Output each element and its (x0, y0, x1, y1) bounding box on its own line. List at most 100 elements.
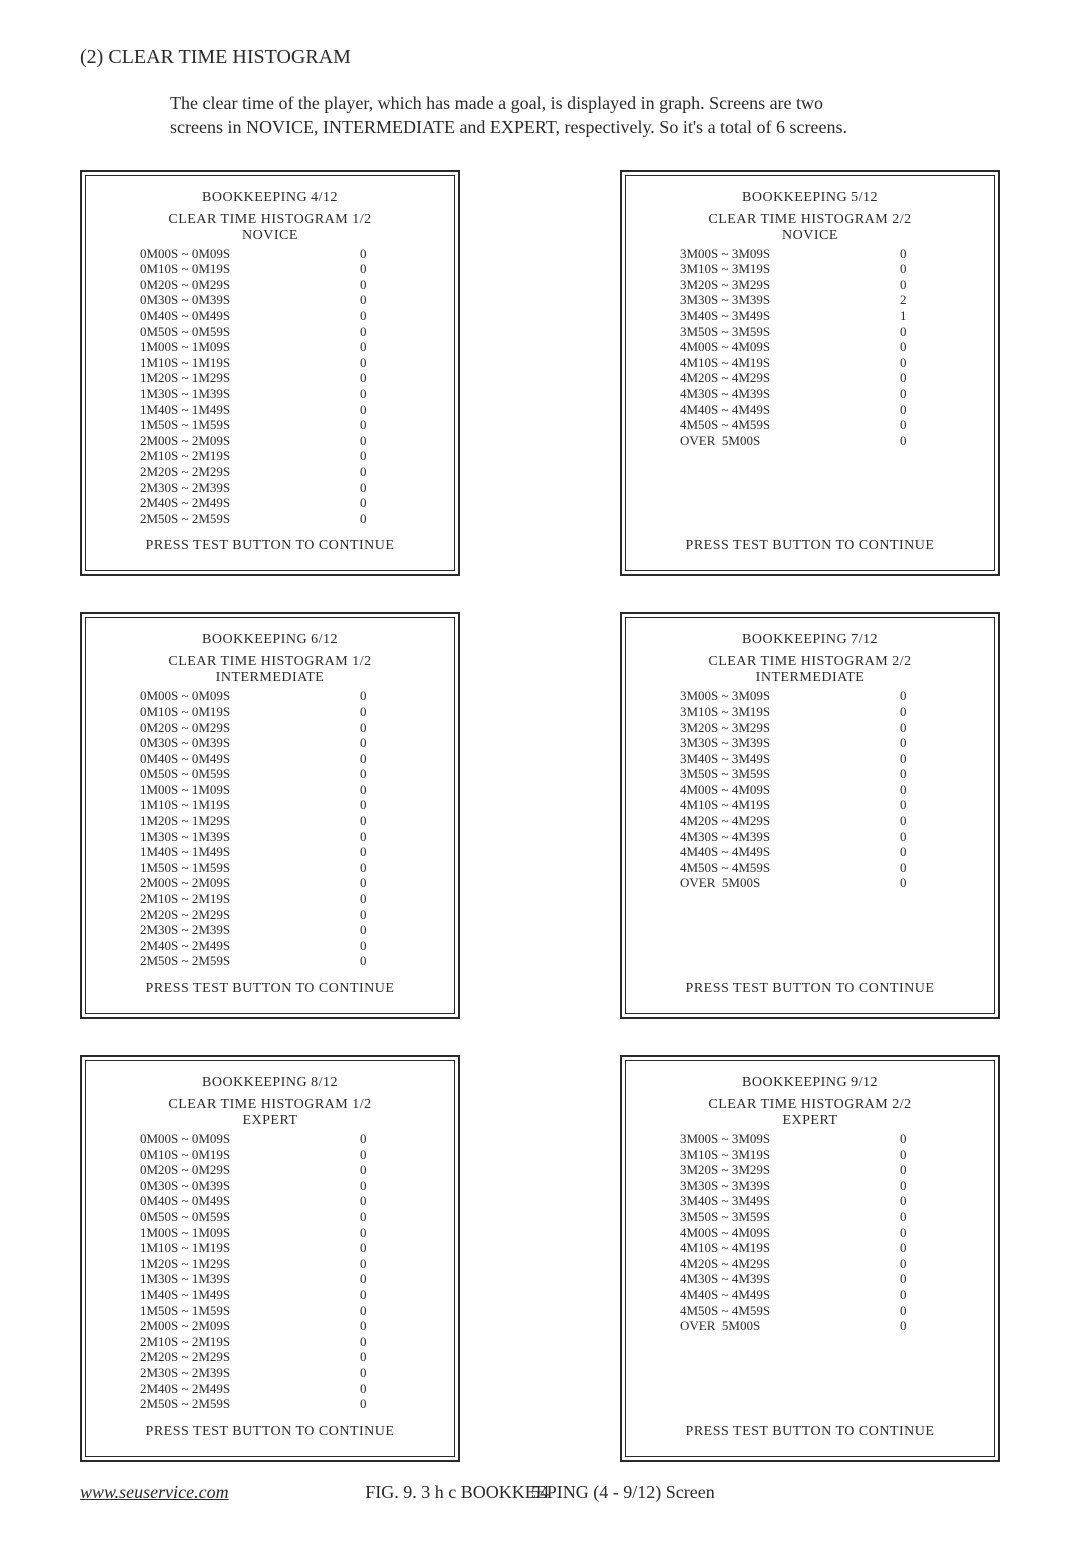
histogram-range: 2M30S ~ 2M39S (140, 480, 320, 496)
histogram-range: 2M20S ~ 2M29S (140, 1349, 320, 1365)
panel-title: BOOKKEEPING 5/12 (644, 190, 976, 206)
histogram-row: 3M10S ~ 3M19S0 (680, 261, 940, 277)
histogram-row: 3M10S ~ 3M19S0 (680, 704, 940, 720)
histogram-value: 0 (332, 355, 400, 371)
histogram-value: 0 (332, 813, 400, 829)
panel-bookkeeping-6: BOOKKEEPING 6/12CLEAR TIME HISTOGRAM 1/2… (80, 612, 460, 1019)
histogram-rows: 0M00S ~ 0M09S00M10S ~ 0M19S00M20S ~ 0M29… (140, 1131, 400, 1412)
histogram-row: 2M50S ~ 2M59S0 (140, 1396, 400, 1412)
histogram-rows: 3M00S ~ 3M09S03M10S ~ 3M19S03M20S ~ 3M29… (680, 1131, 940, 1334)
histogram-value: 0 (872, 860, 940, 876)
histogram-range: 0M20S ~ 0M29S (140, 1162, 320, 1178)
histogram-range: 2M50S ~ 2M59S (140, 1396, 320, 1412)
histogram-value: 0 (872, 1147, 940, 1163)
panel-subtitle: CLEAR TIME HISTOGRAM 1/2 (104, 212, 436, 228)
histogram-row: 2M10S ~ 2M19S0 (140, 891, 400, 907)
histogram-row: 0M20S ~ 0M29S0 (140, 277, 400, 293)
histogram-row: 2M10S ~ 2M19S0 (140, 1334, 400, 1350)
histogram-row: 0M30S ~ 0M39S0 (140, 735, 400, 751)
panel-continue-text: PRESS TEST BUTTON TO CONTINUE (104, 981, 436, 997)
histogram-value: 0 (872, 433, 940, 449)
histogram-value: 0 (872, 797, 940, 813)
histogram-row: 0M10S ~ 0M19S0 (140, 1147, 400, 1163)
histogram-row: 4M40S ~ 4M49S0 (680, 1287, 940, 1303)
histogram-range: 3M50S ~ 3M59S (680, 766, 860, 782)
histogram-range: 1M10S ~ 1M19S (140, 355, 320, 371)
histogram-row: 1M30S ~ 1M39S0 (140, 386, 400, 402)
histogram-row: 4M50S ~ 4M59S0 (680, 1303, 940, 1319)
histogram-value: 0 (332, 261, 400, 277)
histogram-rows: 3M00S ~ 3M09S03M10S ~ 3M19S03M20S ~ 3M29… (680, 246, 940, 449)
histogram-range: 3M00S ~ 3M09S (680, 246, 860, 262)
histogram-row: 2M40S ~ 2M49S0 (140, 495, 400, 511)
histogram-value: 0 (872, 829, 940, 845)
histogram-value: 0 (872, 704, 940, 720)
panel-level: INTERMEDIATE (644, 670, 976, 686)
histogram-range: 2M30S ~ 2M39S (140, 922, 320, 938)
histogram-row: 4M00S ~ 4M09S0 (680, 782, 940, 798)
histogram-row: 3M50S ~ 3M59S 0 (680, 766, 940, 782)
histogram-range: 4M10S ~ 4M19S (680, 355, 860, 371)
histogram-value: 0 (872, 277, 940, 293)
histogram-range: 1M00S ~ 1M09S (140, 339, 320, 355)
histogram-row: 2M00S ~ 2M09S0 (140, 433, 400, 449)
histogram-value: 0 (332, 1271, 400, 1287)
histogram-value: 0 (332, 688, 400, 704)
histogram-range: 2M40S ~ 2M49S (140, 938, 320, 954)
histogram-value: 0 (872, 370, 940, 386)
panel-title: BOOKKEEPING 8/12 (104, 1075, 436, 1091)
histogram-value: 0 (872, 813, 940, 829)
panel-title: BOOKKEEPING 4/12 (104, 190, 436, 206)
histogram-value: 0 (872, 402, 940, 418)
histogram-row: 1M40S ~ 1M49S0 (140, 1287, 400, 1303)
panel-level: NOVICE (104, 228, 436, 244)
histogram-range: 1M10S ~ 1M19S (140, 1240, 320, 1256)
histogram-row: 3M20S ~ 3M29S0 (680, 1162, 940, 1178)
histogram-row: 0M30S ~ 0M39S0 (140, 1178, 400, 1194)
histogram-row: 3M50S ~ 3M59S0 (680, 1209, 940, 1225)
intro-text: The clear time of the player, which has … (170, 91, 1000, 140)
histogram-row: 2M40S ~ 2M49S0 (140, 1381, 400, 1397)
histogram-range: 0M50S ~ 0M59S (140, 324, 320, 340)
histogram-range: 0M20S ~ 0M29S (140, 277, 320, 293)
histogram-row: 1M00S ~ 1M09S0 (140, 782, 400, 798)
histogram-row: 2M40S ~ 2M49S 0 (140, 938, 400, 954)
histogram-range: 1M50S ~ 1M59S (140, 417, 320, 433)
histogram-value: 0 (872, 386, 940, 402)
histogram-range: 1M00S ~ 1M09S (140, 782, 320, 798)
histogram-row: 0M00S ~ 0M09S0 (140, 246, 400, 262)
histogram-value: 0 (872, 1131, 940, 1147)
histogram-value: 0 (332, 1318, 400, 1334)
histogram-range: 0M40S ~ 0M49S (140, 308, 320, 324)
histogram-rows: 3M00S ~ 3M09S03M10S ~ 3M19S03M20S ~ 3M29… (680, 688, 940, 891)
histogram-value: 0 (872, 766, 940, 782)
histogram-value: 0 (332, 1349, 400, 1365)
histogram-row: 3M20S ~ 3M29S0 (680, 277, 940, 293)
histogram-value: 0 (332, 751, 400, 767)
histogram-range: 3M00S ~ 3M09S (680, 688, 860, 704)
histogram-row: 2M30S ~ 2M39S0 (140, 922, 400, 938)
histogram-value: 0 (332, 292, 400, 308)
panel-bookkeeping-8: BOOKKEEPING 8/12CLEAR TIME HISTOGRAM 1/2… (80, 1055, 460, 1462)
histogram-range: 4M40S ~ 4M49S (680, 1287, 860, 1303)
histogram-value: 0 (332, 433, 400, 449)
histogram-value: 0 (872, 1240, 940, 1256)
histogram-value: 0 (332, 735, 400, 751)
page: (2) CLEAR TIME HISTOGRAM The clear time … (0, 0, 1080, 1543)
histogram-range: 1M40S ~ 1M49S (140, 844, 320, 860)
histogram-row: 2M50S ~ 2M59S0 (140, 511, 400, 527)
histogram-value: 0 (332, 370, 400, 386)
histogram-row: 1M00S ~ 1M09S0 (140, 1225, 400, 1241)
histogram-row: 2M20S ~ 2M29S 0 (140, 1349, 400, 1365)
histogram-row: 2M30S ~ 2M39S0 (140, 480, 400, 496)
histogram-range: 4M00S ~ 4M09S (680, 1225, 860, 1241)
panel-continue-text: PRESS TEST BUTTON TO CONTINUE (644, 538, 976, 554)
histogram-value: 0 (332, 1162, 400, 1178)
histogram-row: 0M20S ~ 0M29S 0 (140, 1162, 400, 1178)
histogram-value: 0 (332, 938, 400, 954)
histogram-row: 1M20S ~ 1M29S0 (140, 813, 400, 829)
histogram-row: 3M00S ~ 3M09S0 (680, 1131, 940, 1147)
histogram-row: 1M30S ~ 1M39S0 (140, 1271, 400, 1287)
panel-bookkeeping-5: BOOKKEEPING 5/12CLEAR TIME HISTOGRAM 2/2… (620, 170, 1000, 577)
histogram-value: 0 (332, 1178, 400, 1194)
